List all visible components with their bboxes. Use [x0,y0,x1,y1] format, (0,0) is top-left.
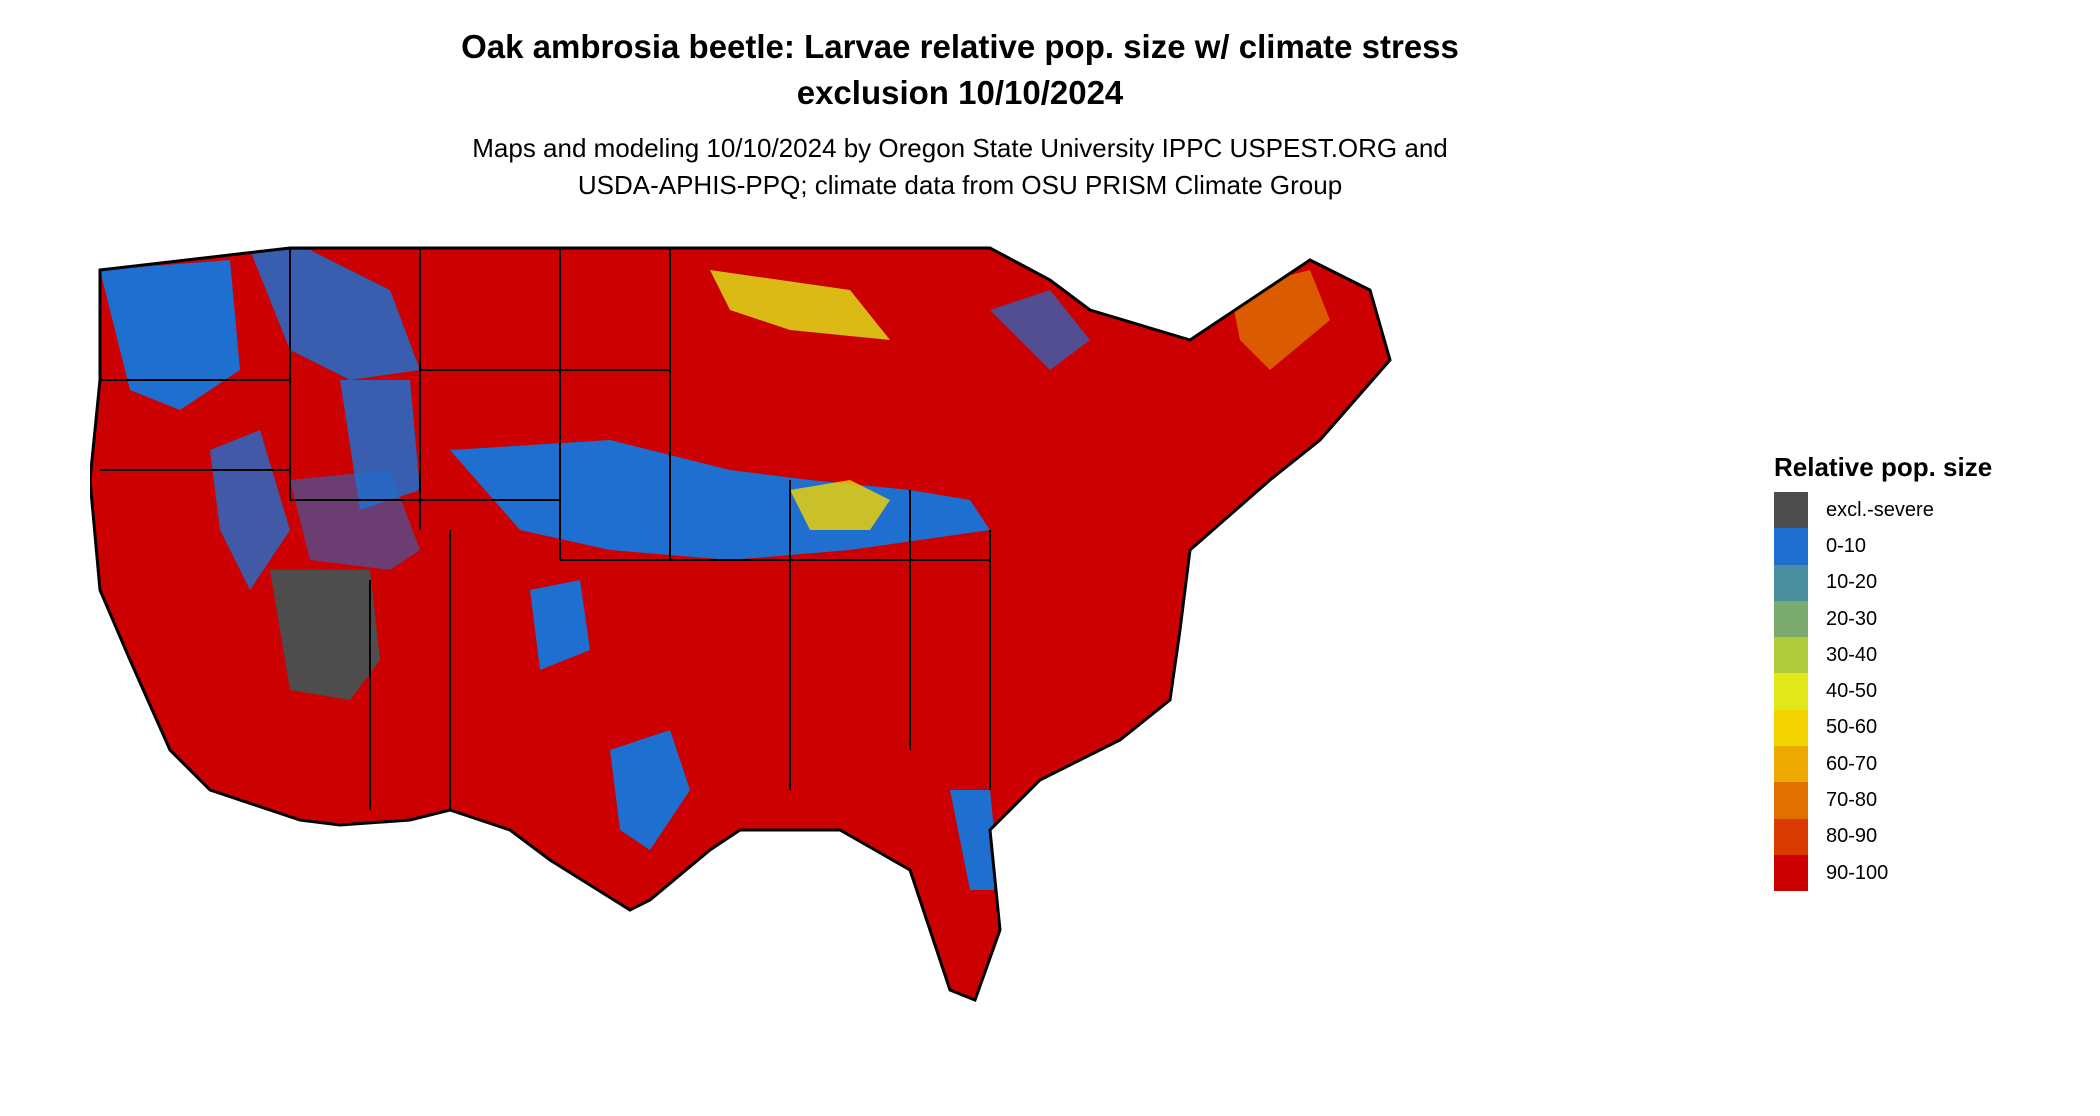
legend-swatch [1774,600,1808,638]
legend-item: 0-10 [1774,528,2074,565]
legend-swatch [1774,746,1808,783]
map-subtitle: Maps and modeling 10/10/2024 by Oregon S… [280,130,1640,204]
legend-swatch [1774,528,1808,565]
legend-swatch [1774,854,1808,892]
legend-label: 70-80 [1826,789,1878,812]
legend-swatch [1774,709,1808,747]
new-mexico-region [530,580,590,670]
legend-label: 80-90 [1826,825,1878,848]
legend-item: 50-60 [1774,709,2074,747]
legend-items: excl.-severe 0-10 10-20 20-30 30-40 40-50 50-6… [1774,492,2074,892]
legend-swatch [1774,492,1808,529]
legend-item: 70-80 [1774,782,2074,819]
legend-label: 0-10 [1826,534,1867,557]
map-title: Oak ambrosia beetle: Larvae relative pop… [461,28,1459,65]
pacific-nw-region [100,260,240,410]
desert-exclusion-region [270,570,380,700]
legend-label: 10-20 [1826,571,1878,594]
midwest-transition-band [790,480,890,530]
legend-item: 30-40 [1774,637,2074,674]
legend-item: 80-90 [1774,818,2074,855]
subtitle-line-2: USDA-APHIS-PPQ; climate data from OSU PR… [577,170,1343,200]
michigan-upper-region [990,290,1090,370]
legend-label: 50-60 [1826,716,1878,739]
legend-label: 40-50 [1826,680,1878,703]
legend-item: excl.-severe [1774,492,2074,529]
us-map [90,246,1392,1002]
us-outline [90,246,1392,1002]
legend-label: 90-100 [1826,861,1889,884]
legend-label: 30-40 [1826,643,1878,666]
legend-swatch [1774,637,1808,674]
map-title-block: Oak ambrosia beetle: Larvae relative pop… [280,24,1640,116]
legend-label: 20-30 [1826,607,1878,630]
map-title-line2: exclusion 10/10/2024 [796,74,1124,111]
legend-swatch [1774,782,1808,819]
legend-item: 60-70 [1774,746,2074,783]
legend-item: 20-30 [1774,600,2074,638]
legend-label: excl.-severe [1826,498,1934,521]
great-lakes-transition-band [710,270,890,340]
legend-swatch [1774,818,1808,855]
legend-swatch [1774,673,1808,710]
four-corners-region [290,470,420,570]
state-boundaries [100,248,991,810]
legend-item: 10-20 [1774,564,2074,601]
legend-swatch [1774,564,1808,601]
subtitle-line-1: Maps and modeling 10/10/2024 by Oregon S… [472,133,1448,163]
legend: Relative pop. size excl.-severe 0-10 10-20… [1774,450,2074,892]
south-texas-region [610,730,690,850]
florida-region [950,790,1000,890]
legend-label: 60-70 [1826,752,1878,775]
northern-rockies-region [250,250,420,380]
legend-item: 40-50 [1774,673,2074,710]
legend-title: Relative pop. size [1774,452,1993,482]
legend-item: 90-100 [1774,854,2074,892]
